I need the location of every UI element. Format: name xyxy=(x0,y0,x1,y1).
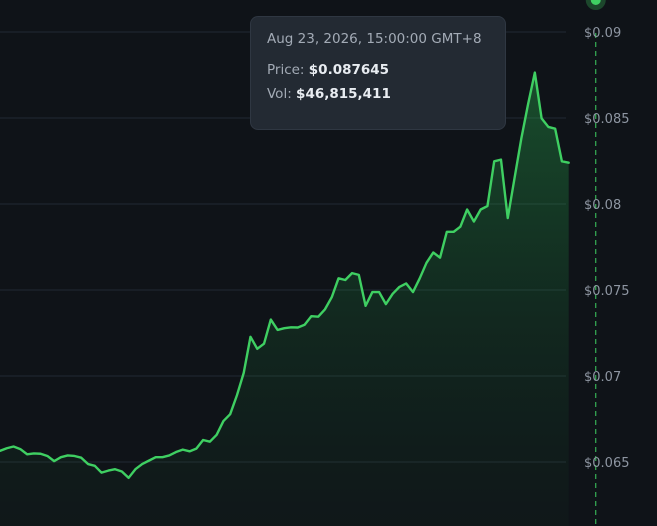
tooltip-vol-row: Vol: $46,815,411 xyxy=(267,86,489,102)
tooltip-date: Aug 23, 2026, 15:00:00 GMT+8 xyxy=(267,31,482,47)
tooltip-price-label: Price: xyxy=(267,61,305,78)
y-tick-label: $0.07 xyxy=(584,370,621,385)
y-tick-label: $0.075 xyxy=(584,284,630,299)
tooltip-price-value: $0.087645 xyxy=(308,61,390,78)
price-area-fill xyxy=(0,72,569,526)
y-axis-ticks: $0.065 $0.07 $0.075 $0.08 $0.085 $0.09 xyxy=(584,26,630,471)
price-tooltip: Aug 23, 2026, 15:00:00 GMT+8 Price: $0.0… xyxy=(250,16,506,130)
y-tick-label: $0.085 xyxy=(584,112,630,127)
tooltip-vol-label: Vol: xyxy=(267,86,292,102)
tooltip-price-row: Price: $0.087645 xyxy=(267,61,489,78)
y-tick-label: $0.065 xyxy=(584,456,630,471)
tooltip-vol-value: $46,815,411 xyxy=(296,86,391,102)
y-tick-label: $0.08 xyxy=(584,198,621,213)
price-line xyxy=(0,71,570,480)
highlight-point[interactable] xyxy=(590,0,601,5)
y-tick-label: $0.09 xyxy=(584,26,621,41)
